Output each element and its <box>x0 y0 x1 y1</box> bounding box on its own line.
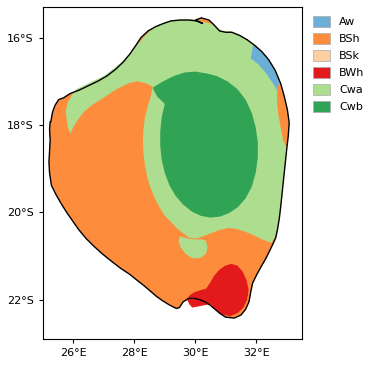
Polygon shape <box>178 237 207 258</box>
Polygon shape <box>66 19 288 243</box>
Polygon shape <box>153 72 258 218</box>
Polygon shape <box>49 18 289 318</box>
Polygon shape <box>274 69 288 148</box>
Polygon shape <box>187 264 249 316</box>
Polygon shape <box>251 44 279 90</box>
Legend: Aw, BSh, BSk, BWh, Cwa, Cwb: Aw, BSh, BSk, BWh, Cwa, Cwb <box>310 12 368 116</box>
Polygon shape <box>210 243 272 318</box>
